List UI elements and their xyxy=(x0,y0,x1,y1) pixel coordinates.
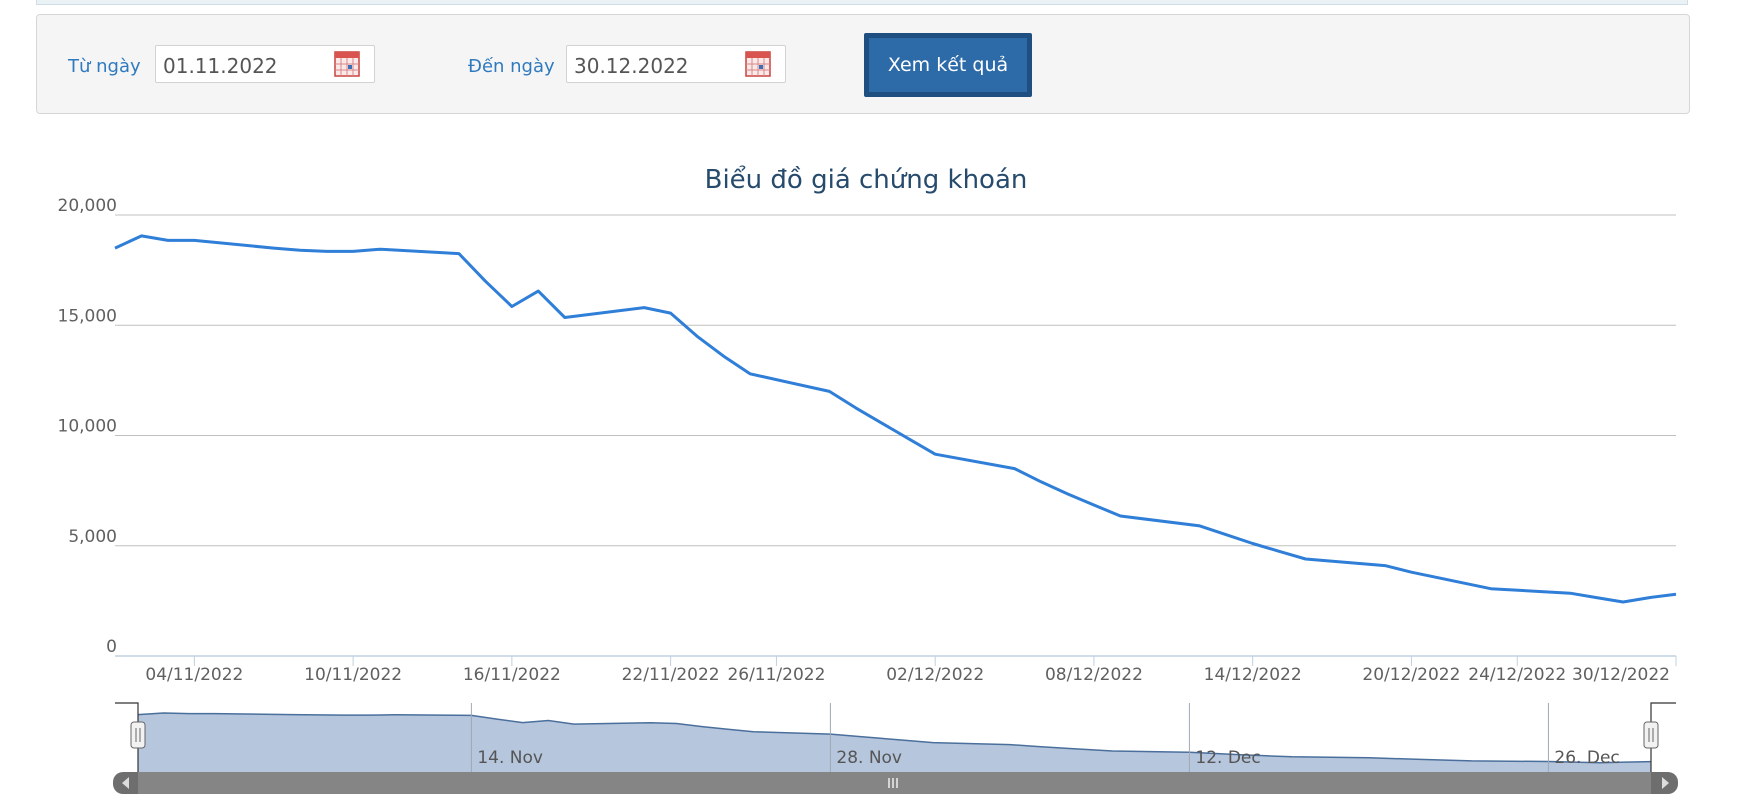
from-date-field[interactable]: 01.11.2022 xyxy=(155,45,375,83)
price-data-point[interactable] xyxy=(876,417,888,429)
x-tick-label: 20/12/2022 xyxy=(1362,665,1460,685)
price-data-point[interactable] xyxy=(109,242,121,254)
price-data-point[interactable] xyxy=(1405,566,1417,578)
x-tick-label: 16/11/2022 xyxy=(463,665,561,685)
x-tick-label: 04/11/2022 xyxy=(145,665,243,685)
price-data-point[interactable] xyxy=(1485,583,1497,595)
view-results-button[interactable]: Xem kết quả xyxy=(864,33,1032,97)
price-data-point[interactable] xyxy=(1273,545,1285,557)
date-filter-panel: Từ ngày 01.11.2022 Đến ngày 30.12.2022 X… xyxy=(36,14,1690,114)
to-date-field[interactable]: 30.12.2022 xyxy=(566,45,786,83)
price-data-point[interactable] xyxy=(744,368,756,380)
price-data-point[interactable] xyxy=(135,230,147,242)
navigator-left-handle[interactable] xyxy=(130,721,146,749)
navigator-frame-left xyxy=(115,702,139,772)
to-date-value: 30.12.2022 xyxy=(574,54,689,78)
navigator-date-label: 28. Nov xyxy=(836,748,902,768)
price-data-point[interactable] xyxy=(903,433,915,445)
navigator-right-handle[interactable] xyxy=(1643,721,1659,749)
price-data-point[interactable] xyxy=(268,242,280,254)
price-data-point[interactable] xyxy=(638,302,650,314)
navigator-line xyxy=(137,712,1652,764)
price-data-point[interactable] xyxy=(1247,538,1259,550)
price-data-point[interactable] xyxy=(1432,572,1444,584)
x-tick-label: 24/12/2022 xyxy=(1468,665,1566,685)
price-data-point[interactable] xyxy=(1061,488,1073,500)
price-data-point[interactable] xyxy=(929,448,941,460)
price-data-point[interactable] xyxy=(1035,476,1047,488)
x-tick-label: 14/12/2022 xyxy=(1204,665,1302,685)
y-tick-label: 5,000 xyxy=(68,527,117,547)
price-data-point[interactable] xyxy=(321,245,333,257)
price-data-point[interactable] xyxy=(453,248,465,260)
y-tick-label: 10,000 xyxy=(58,417,117,437)
price-data-point[interactable] xyxy=(1220,529,1232,541)
x-tick-label: 22/11/2022 xyxy=(622,665,720,685)
top-banner-strip xyxy=(36,0,1688,5)
price-data-point[interactable] xyxy=(1564,587,1576,599)
x-tick-label: 10/11/2022 xyxy=(304,665,402,685)
scrollbar-thumb[interactable] xyxy=(138,772,1651,794)
to-date-label: Đến ngày xyxy=(468,56,555,77)
price-data-point[interactable] xyxy=(374,243,386,255)
navigator-date-label: 26. Dec xyxy=(1554,748,1619,768)
y-tick-label: 15,000 xyxy=(58,306,117,326)
price-data-point[interactable] xyxy=(1379,560,1391,572)
y-tick-label: 0 xyxy=(106,637,117,657)
price-line-series xyxy=(114,234,1677,604)
navigator-date-label: 12. Dec xyxy=(1195,748,1260,768)
calendar-icon[interactable] xyxy=(334,51,360,77)
price-data-point[interactable] xyxy=(718,350,730,362)
price-data-point[interactable] xyxy=(1009,463,1021,475)
price-data-point[interactable] xyxy=(691,330,703,342)
price-data-point[interactable] xyxy=(162,234,174,246)
navigator-frame-right xyxy=(1650,702,1676,772)
price-data-point[interactable] xyxy=(559,312,571,324)
price-data-point[interactable] xyxy=(850,402,862,414)
from-date-value: 01.11.2022 xyxy=(163,54,278,78)
price-data-point[interactable] xyxy=(532,285,544,297)
price-data-point[interactable] xyxy=(823,385,835,397)
price-data-point[interactable] xyxy=(1114,510,1126,522)
price-data-point[interactable] xyxy=(1300,553,1312,565)
chart-title: Biểu đồ giá chứng khoán xyxy=(705,164,1028,195)
navigator-date-label: 14. Nov xyxy=(477,748,543,768)
price-data-point[interactable] xyxy=(294,244,306,256)
price-data-point[interactable] xyxy=(1088,499,1100,511)
x-tick-label: 30/12/2022 xyxy=(1572,665,1670,685)
from-date-label: Từ ngày xyxy=(68,56,141,77)
price-data-point[interactable] xyxy=(1194,520,1206,532)
y-tick-label: 20,000 xyxy=(58,196,117,216)
price-data-point[interactable] xyxy=(1644,592,1656,604)
price-data-point[interactable] xyxy=(665,307,677,319)
price-data-point[interactable] xyxy=(1591,592,1603,604)
price-data-point[interactable] xyxy=(1458,577,1470,589)
scroll-right-arrow-icon[interactable] xyxy=(1662,777,1669,789)
price-data-point[interactable] xyxy=(188,234,200,246)
calendar-icon[interactable] xyxy=(745,51,771,77)
navigator-area xyxy=(138,713,1651,772)
x-tick-label: 02/12/2022 xyxy=(886,665,984,685)
price-data-point[interactable] xyxy=(1617,596,1629,608)
price-data-point[interactable] xyxy=(347,245,359,257)
scroll-left-arrow-icon[interactable] xyxy=(122,777,129,789)
x-tick-label: 26/11/2022 xyxy=(727,665,825,685)
x-tick-label: 08/12/2022 xyxy=(1045,665,1143,685)
price-data-point[interactable] xyxy=(479,275,491,287)
price-data-point[interactable] xyxy=(1670,588,1682,600)
price-data-point[interactable] xyxy=(506,301,518,313)
